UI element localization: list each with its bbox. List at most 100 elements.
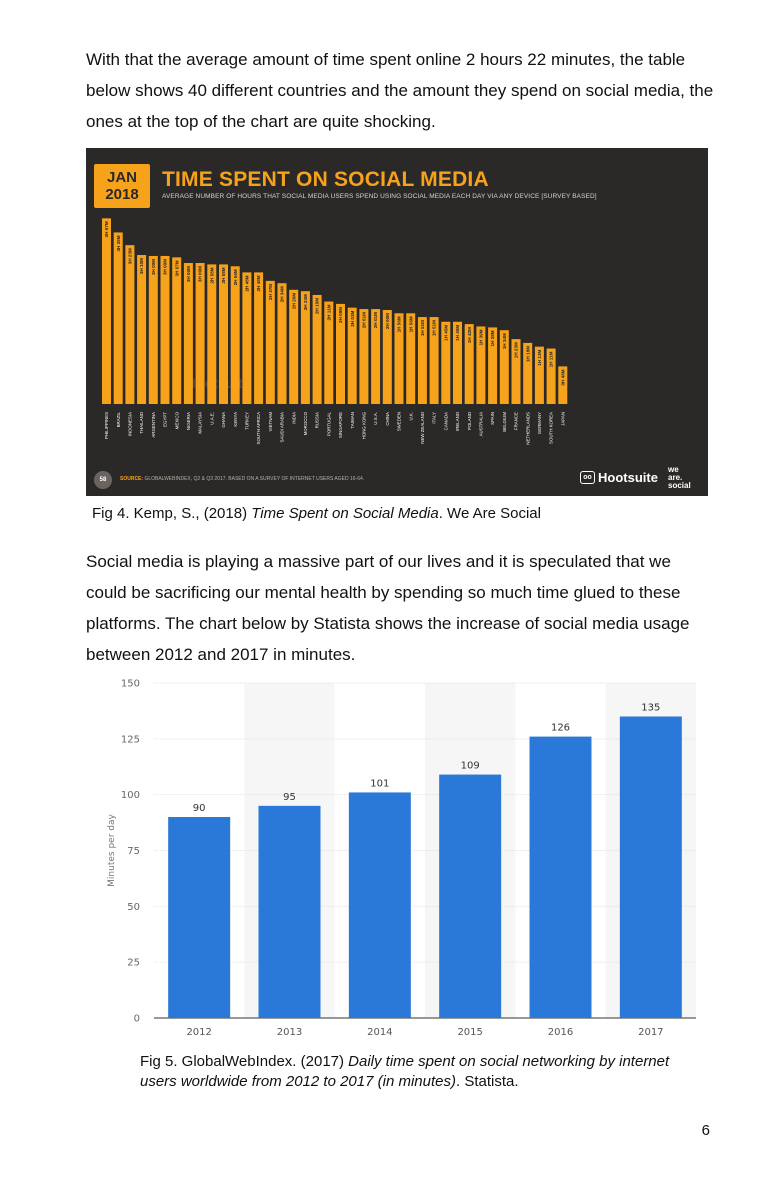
infographic-country-label: HONG KONG <box>362 411 367 439</box>
infographic-data-label: 1H 11M <box>549 351 554 367</box>
intro-paragraph: With that the average amount of time spe… <box>86 50 714 131</box>
infographic-data-label: 2H 37M <box>268 284 273 300</box>
infographic-bar <box>265 280 275 404</box>
infographic-data-label: 3H 39M <box>116 235 121 251</box>
bar-value-label: 95 <box>283 792 296 803</box>
infographic-data-label: 2H 01M <box>373 312 378 328</box>
infographic-data-label: 2H 03M <box>350 310 355 326</box>
infographic-country-label: ITALY <box>432 412 437 424</box>
infographic-country-label: CANADA <box>443 412 448 430</box>
infographic-bar <box>183 263 193 404</box>
infographic-bar <box>476 326 486 404</box>
infographic-data-label: 2H 08M <box>338 307 343 323</box>
infographic-data-label: 3H 09M <box>151 259 156 275</box>
infographic-country-label: MEXICO <box>174 411 179 429</box>
infographic-bar <box>219 264 228 404</box>
infographic-data-label: 2H 19M <box>315 298 320 314</box>
date-badge: JAN 2018 <box>94 164 150 208</box>
page-number: 6 <box>701 1122 710 1139</box>
was-line-1: we <box>668 465 679 474</box>
infographic-bar <box>429 317 439 404</box>
y-tick-label: 75 <box>127 846 140 857</box>
infographic-data-label: 2H 58M <box>221 267 226 283</box>
y-tick-label: 0 <box>134 1014 140 1025</box>
infographic-bar <box>312 294 322 404</box>
infographic-country-label: KENYA <box>233 412 238 427</box>
infographic-bar <box>254 272 264 404</box>
bar-value-label: 126 <box>551 723 570 734</box>
figure-4-caption: Fig 4. Kemp, S., (2018) Time Spent on So… <box>92 504 541 524</box>
infographic-bar <box>523 342 533 404</box>
fig4-prefix: Fig 4. Kemp, S., (2018) <box>92 505 252 522</box>
infographic-bar <box>534 346 544 404</box>
infographic-bar <box>511 339 521 404</box>
infographic-country-label: BELGIUM <box>502 412 507 432</box>
bar-value-label: 90 <box>193 803 206 814</box>
infographic-country-label: POLAND <box>467 412 472 430</box>
infographic-bar <box>359 309 369 404</box>
y-axis-label: Minutes per day <box>107 813 117 886</box>
infographic-country-label: SPAIN <box>490 412 495 425</box>
infographic-title: TIME SPENT ON SOCIAL MEDIA <box>162 168 489 191</box>
infographic-country-label: GHANA <box>221 412 226 428</box>
infographic-bar <box>148 255 158 404</box>
infographic-country-label: FRANCE <box>514 412 519 430</box>
infographic-bar <box>488 327 498 404</box>
infographic-country-label: PORTUGAL <box>326 411 331 436</box>
figure-5-caption: Fig 5. GlobalWebIndex. (2017) Daily time… <box>140 1052 700 1092</box>
infographic-country-label: U.K. <box>408 412 413 421</box>
infographic-data-label: 3H 07M <box>174 260 179 276</box>
was-line-3: social <box>668 481 691 490</box>
infographic-bar <box>336 303 345 404</box>
infographic-country-label: EGYPT <box>163 412 168 427</box>
infographic-bar <box>160 255 170 404</box>
infographic-data-label: 0H 48M <box>560 369 565 385</box>
x-tick-label: 2017 <box>638 1027 663 1038</box>
infographic-data-label: 1H 51M <box>432 320 437 336</box>
infographic-country-label: SOUTH AFRICA <box>256 412 261 445</box>
infographic-data-label: 1H 56M <box>408 316 413 332</box>
infographic-country-label: RUSSIA <box>315 412 320 428</box>
infographic-data-label: 1H 34M <box>502 333 507 349</box>
infographic-data-label: 1H 42M <box>467 327 472 343</box>
infographic-data-label: 3H 00M <box>198 266 203 282</box>
infographic-bar <box>324 301 334 404</box>
chart-bar <box>619 716 682 1018</box>
infographic-bar <box>113 232 123 404</box>
infographic-data-label: 2H 11M <box>326 304 331 320</box>
infographic-country-label: INDIA <box>291 412 296 424</box>
infographic-country-label: PHILIPPINES <box>104 412 109 439</box>
bar-value-label: 101 <box>370 778 389 789</box>
infographic-country-label: NEW ZEALAND <box>420 412 425 444</box>
infographic-country-label: MALAYSIA <box>198 412 203 434</box>
infographic-bar <box>172 257 182 404</box>
infographic-country-label: MOROCCO <box>303 411 308 435</box>
infographic-data-label: 1H 39M <box>479 329 484 345</box>
infographic-data-label: 2H 48M <box>245 275 250 291</box>
x-tick-label: 2013 <box>277 1027 302 1038</box>
infographic-country-label: INDONESIA <box>128 412 133 436</box>
infographic-country-label: IRELAND <box>455 412 460 431</box>
infographic-bar <box>289 289 299 404</box>
infographic-data-label: 3H 00M <box>186 266 191 282</box>
infographic-data-label: 2H 00M <box>385 313 390 329</box>
fig5-prefix: Fig 5. GlobalWebIndex. (2017) <box>140 1053 349 1070</box>
infographic-bar <box>546 348 556 404</box>
fig5-title: Daily time spent on social networking by… <box>140 1053 670 1090</box>
infographic-data-label: 2H 56M <box>233 269 238 285</box>
infographic-country-label: JAPAN <box>560 412 565 426</box>
infographic-subtitle: AVERAGE NUMBER OF HOURS THAT SOCIAL MEDI… <box>162 193 597 200</box>
infographic-country-label: GERMANY <box>537 412 542 434</box>
infographic-bar <box>277 283 287 404</box>
infographic-bar <box>195 263 205 404</box>
infographic-country-label: U.S.A. <box>373 412 378 425</box>
bar-value-label: 135 <box>641 703 660 714</box>
infographic-bar <box>382 310 392 404</box>
source-note: SOURCE: GLOBALWEBINDEX, Q2 & Q3 2017. BA… <box>120 476 364 482</box>
infographic-data-label: 1H 45M <box>443 325 448 341</box>
infographic-country-label: U.A.E. <box>209 412 214 425</box>
infographic-country-label: BRAZIL <box>116 411 121 427</box>
infographic-country-label: AUSTRALIA <box>479 412 484 436</box>
infographic-bar <box>230 266 240 404</box>
